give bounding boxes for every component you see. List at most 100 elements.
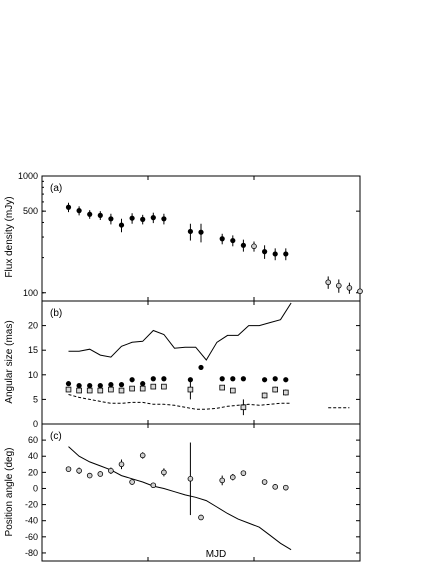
data-point-filled [240,242,246,248]
y-tick-label: 20 [28,321,38,331]
data-point-open [198,514,204,521]
data-point-filled [161,216,167,222]
data-point-filled [240,376,246,382]
data-point-filled [219,376,225,382]
data-point-open [346,285,353,291]
data-point-filled [65,204,72,210]
data-point-open [335,282,342,289]
data-point-filled [161,376,167,382]
data-point-filled [230,376,236,382]
x-axis-label: MJD [205,549,227,560]
data-point-filled [129,377,135,383]
data-point-square [282,389,289,396]
data-point-open [118,461,125,468]
data-point-open [261,479,268,485]
data-point-filled [283,251,289,257]
data-point-square [187,386,194,393]
data-point-square [129,385,135,392]
data-point-open [251,243,257,250]
data-point-filled [118,222,125,228]
data-point-filled [150,215,156,221]
y-tick-label: 5 [33,394,38,404]
data-point-square [272,386,278,393]
panel-c-marks [65,442,292,551]
data-point-square [76,387,82,394]
data-point-open [65,466,72,472]
y-tick-label: 100 [23,288,38,298]
data-point-filled [262,249,268,255]
data-point-filled [198,364,204,371]
data-point-square [97,387,104,394]
data-point-filled [108,216,114,222]
y-tick-label: 500 [23,206,38,216]
data-point-filled [118,382,125,388]
series-line [68,446,292,551]
y-tick-label: -40 [25,516,38,526]
data-point-open [161,469,167,476]
data-point-filled [129,215,135,221]
data-point-filled [262,377,268,383]
data-point-open [230,474,236,480]
panel-a-y-ticks: 1000 500 100 [18,171,361,301]
data-point-filled [97,383,103,389]
data-point-square [219,384,226,391]
panel-c: (c) Position angle (deg) 60 40 20 0 -20 -40 -6… [4,423,361,562]
data-point-square [108,386,114,393]
data-point-open [240,470,247,476]
y-tick-label: -80 [25,548,38,558]
data-point-filled [97,212,103,218]
data-point-filled [272,251,278,257]
y-tick-label: 40 [28,451,38,461]
panel-b: (b) Angular size (mas) 0 5 10 15 20 [4,300,361,429]
data-point-square [261,392,268,399]
data-point-open [357,288,363,295]
panel-b-label: (b) [50,308,62,319]
data-point-filled [76,208,82,214]
data-point-filled [108,382,114,388]
panel-b-ylabel: Angular size (mas) [4,320,15,403]
data-point-open [129,479,135,485]
data-point-filled [219,236,225,242]
data-point-open [187,475,194,482]
data-point-open [325,279,332,286]
panel-a-ylabel: Flux density (mJy) [4,196,15,277]
data-point-square [65,386,72,393]
data-point-filled [230,237,236,244]
data-point-filled [140,381,146,387]
data-point-square [161,383,167,390]
data-point-open [150,482,157,489]
data-point-filled [198,229,204,235]
data-point-open [139,452,146,459]
data-point-filled [272,376,278,382]
y-tick-label: 60 [28,435,38,445]
panel-b-frame [41,300,361,425]
data-point-filled [87,383,93,389]
panel-a: (a) Flux density (mJy) 1000 500 100 [4,171,363,302]
panel-a-marks [65,202,363,297]
data-point-open [76,467,82,474]
data-point-filled [76,383,82,389]
y-tick-label: -20 [25,500,38,510]
data-point-filled [187,228,193,235]
data-point-square [240,404,247,411]
series-dashed-line [68,394,292,410]
data-point-filled [65,381,72,387]
y-tick-label: 15 [28,345,38,355]
panel-c-label: (c) [50,431,62,442]
y-tick-label: 0 [33,419,38,429]
data-point-filled [87,211,93,217]
panel-c-y-ticks: 60 40 20 0 -20 -40 -60 -80 [25,424,361,561]
data-point-filled [140,216,146,222]
panel-b-marks [65,302,350,416]
data-point-open [86,472,93,479]
y-tick-label: 20 [28,467,38,477]
data-point-square [118,387,125,394]
series-line [68,302,292,361]
data-point-filled [283,377,289,383]
data-point-open [108,467,114,474]
panel-b-y-ticks: 0 5 10 15 20 [28,301,361,429]
data-point-open [282,484,289,491]
y-tick-label: 1000 [18,171,38,181]
y-tick-label: 10 [28,370,38,380]
